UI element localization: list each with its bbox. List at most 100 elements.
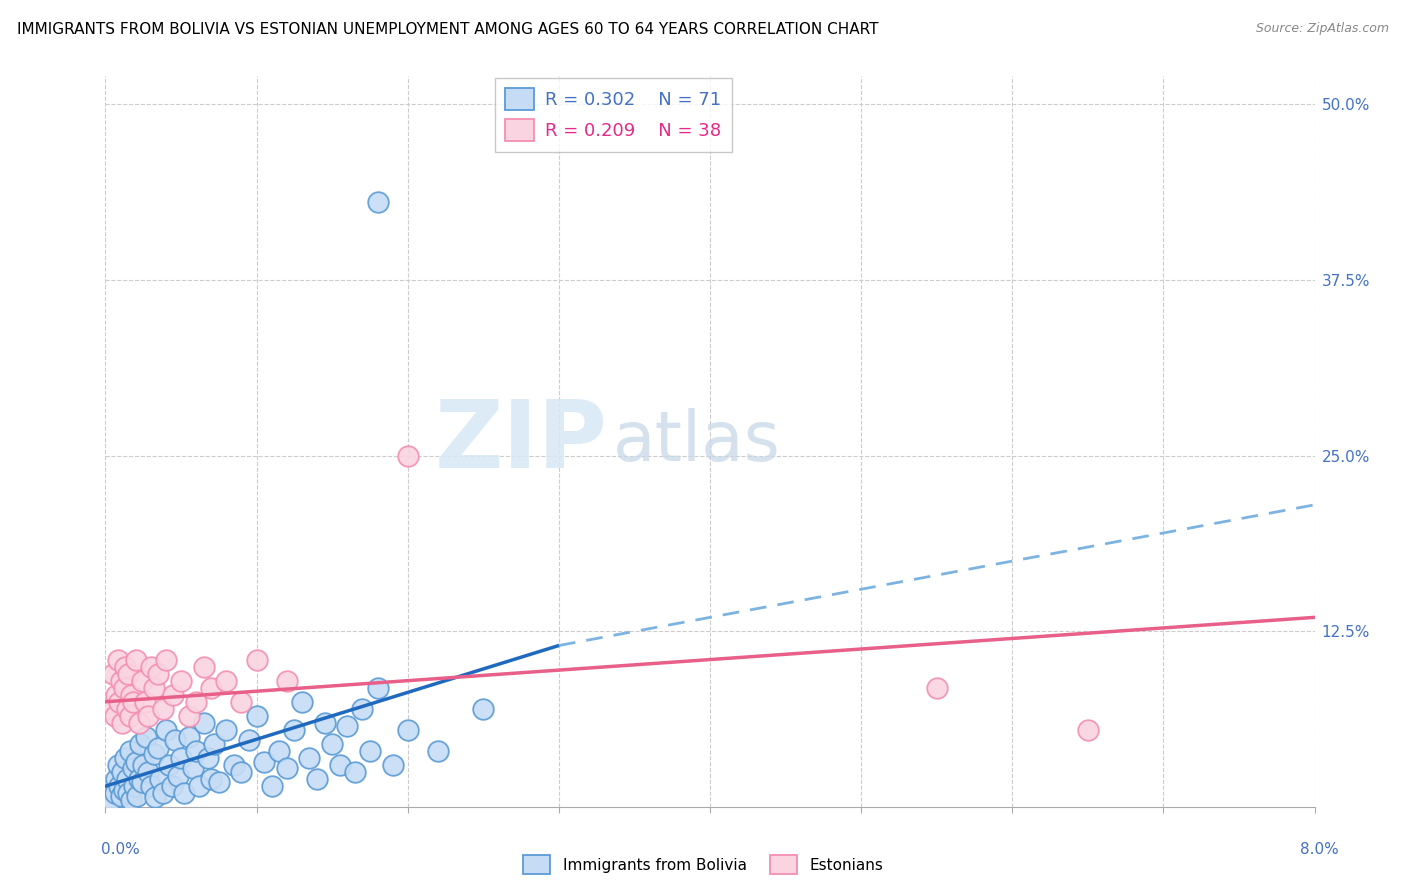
Point [136, 708, 159, 723]
Point [253, 756, 276, 770]
Point [129, 737, 152, 751]
Point [121, 761, 143, 775]
Point [231, 695, 253, 709]
Point [117, 666, 139, 681]
Point [128, 772, 150, 786]
Point [108, 695, 131, 709]
Text: ZIP: ZIP [434, 395, 607, 488]
Point [925, 681, 948, 695]
Text: Source: ZipAtlas.com: Source: ZipAtlas.com [1256, 22, 1389, 36]
Point [148, 741, 170, 756]
Point [1077, 723, 1099, 737]
Point [131, 673, 153, 688]
Point [427, 744, 450, 758]
Point [167, 769, 190, 783]
Point [343, 765, 366, 780]
Point [114, 751, 136, 765]
Point [181, 761, 204, 775]
Point [276, 761, 298, 775]
Point [170, 673, 193, 688]
Point [142, 747, 165, 761]
Point [193, 715, 215, 730]
Point [127, 789, 149, 803]
Point [118, 744, 141, 758]
Point [269, 744, 291, 758]
Point [132, 758, 155, 772]
Point [366, 681, 388, 695]
Point [155, 723, 177, 737]
Point [128, 715, 150, 730]
Point [202, 737, 225, 751]
Point [115, 702, 138, 716]
Point [222, 758, 245, 772]
Point [124, 756, 148, 770]
Point [136, 765, 159, 780]
Point [321, 737, 343, 751]
Point [157, 758, 180, 772]
Point [114, 659, 136, 673]
Point [100, 702, 122, 716]
Point [112, 783, 135, 797]
Point [307, 772, 329, 786]
Point [124, 652, 148, 666]
Point [143, 790, 166, 805]
Point [208, 775, 231, 789]
Point [139, 779, 162, 793]
Point [188, 779, 211, 793]
Point [107, 758, 129, 772]
Point [131, 775, 153, 789]
Point [260, 779, 283, 793]
Point [162, 688, 184, 702]
Legend: Immigrants from Bolivia, Estonians: Immigrants from Bolivia, Estonians [517, 849, 889, 880]
Point [246, 708, 269, 723]
Point [186, 695, 208, 709]
Legend: R = 0.302    N = 71, R = 0.209    N = 38: R = 0.302 N = 71, R = 0.209 N = 38 [495, 78, 733, 153]
Point [110, 673, 132, 688]
Point [139, 659, 162, 673]
Point [111, 715, 134, 730]
Point [103, 786, 125, 800]
Point [352, 702, 374, 716]
Point [118, 708, 141, 723]
Point [366, 195, 388, 210]
Point [170, 751, 193, 765]
Point [135, 730, 157, 744]
Point [231, 765, 253, 780]
Point [276, 673, 298, 688]
Point [108, 779, 131, 793]
Point [101, 666, 124, 681]
Point [107, 652, 129, 666]
Text: IMMIGRANTS FROM BOLIVIA VS ESTONIAN UNEMPLOYMENT AMONG AGES 60 TO 64 YEARS CORRE: IMMIGRANTS FROM BOLIVIA VS ESTONIAN UNEM… [17, 22, 879, 37]
Text: 8.0%: 8.0% [1299, 842, 1339, 856]
Point [177, 708, 200, 723]
Point [381, 758, 404, 772]
Text: 0.0%: 0.0% [101, 842, 141, 856]
Point [155, 652, 177, 666]
Point [115, 772, 138, 786]
Point [148, 666, 170, 681]
Point [359, 744, 381, 758]
Point [215, 673, 238, 688]
Point [149, 772, 172, 786]
Point [152, 702, 174, 716]
Point [105, 688, 128, 702]
Point [100, 793, 122, 807]
Point [283, 723, 305, 737]
Point [200, 681, 222, 695]
Text: atlas: atlas [613, 408, 782, 475]
Point [177, 730, 200, 744]
Point [120, 793, 142, 807]
Point [238, 732, 260, 747]
Point [336, 719, 359, 733]
Point [117, 786, 139, 800]
Point [396, 449, 419, 463]
Point [112, 681, 135, 695]
Point [110, 789, 132, 803]
Point [193, 659, 215, 673]
Point [163, 732, 186, 747]
Point [122, 779, 145, 793]
Point [314, 715, 336, 730]
Point [246, 652, 269, 666]
Point [160, 779, 183, 793]
Point [103, 708, 125, 723]
